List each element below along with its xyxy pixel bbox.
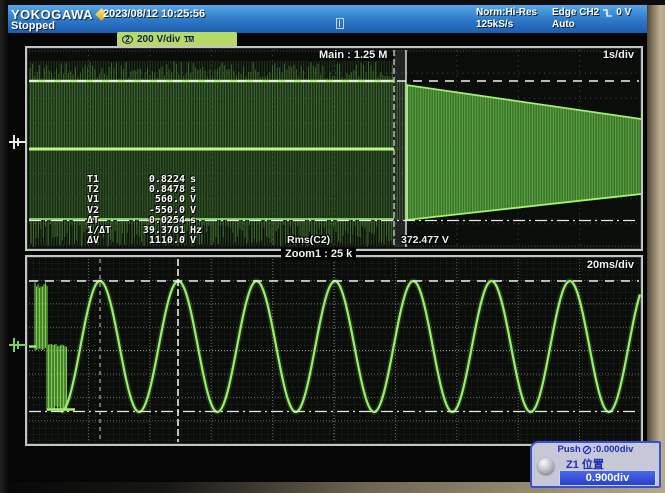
zoom-box-trace bbox=[395, 81, 406, 220]
measurement-row: ΔV 1110.0 V bbox=[87, 236, 202, 246]
zoom-channel-position-marker[interactable] bbox=[7, 336, 27, 354]
z1-position-popup: Push :0.000div Z1 位置 0.900div bbox=[530, 441, 661, 488]
main-timebase: 1s/div bbox=[603, 49, 634, 61]
zoom-waveform-plot bbox=[27, 257, 641, 444]
scope-bezel bbox=[647, 0, 665, 493]
knob-push-icon bbox=[582, 445, 592, 455]
sample-rate: 125kS/s bbox=[476, 19, 537, 31]
push-value: :0.000div bbox=[593, 444, 634, 455]
channel-scale: 200 V/div bbox=[137, 34, 180, 45]
acquisition-info: Norm:Hi-Res 125kS/s bbox=[476, 7, 537, 31]
trigger-source: Edge CH2 bbox=[552, 7, 599, 19]
push-hint: Push :0.000div bbox=[532, 444, 659, 455]
trigger-mode: Auto bbox=[552, 19, 631, 31]
trigger-level: 0 V bbox=[616, 7, 631, 19]
indicator-icon bbox=[336, 18, 344, 29]
coupling-impedance-icon: 1M bbox=[184, 36, 194, 44]
rms-value: 372.477 V bbox=[401, 234, 449, 246]
photo-edge bbox=[0, 0, 8, 493]
trigger-info: Edge CH2 0 V Auto bbox=[552, 7, 631, 31]
acquisition-status: Stopped bbox=[11, 20, 55, 32]
main-trace-lower bbox=[29, 149, 394, 219]
channel-number: 2 bbox=[122, 35, 133, 44]
cursor-measurements: T1 0.8224 s T2 0.8478 s V1 560.0 V V2 -550.0 V Δ… bbox=[87, 175, 202, 246]
header-bar: YOKOGAWA Stopped 2023/08/12 10:25:56 Nor… bbox=[6, 5, 648, 33]
main-trigger-position-marker[interactable] bbox=[7, 133, 27, 151]
falling-edge-icon bbox=[602, 8, 613, 18]
rms-label: Rms(C2) bbox=[287, 234, 330, 246]
photo-edge bbox=[0, 0, 665, 5]
acquisition-mode: Norm:Hi-Res bbox=[476, 7, 537, 19]
datetime: 2023/08/12 10:25:56 bbox=[103, 8, 205, 20]
z1-position-value[interactable]: 0.900div bbox=[559, 470, 656, 486]
main-envelope-stripes bbox=[406, 85, 641, 220]
oscilloscope-screen: YOKOGAWA Stopped 2023/08/12 10:25:56 Nor… bbox=[0, 0, 665, 493]
jog-knob-icon[interactable] bbox=[538, 458, 554, 474]
push-label: Push bbox=[558, 444, 581, 455]
main-record-label: Main : 1.25 M bbox=[319, 49, 387, 61]
zoom-record-label: Zoom1 : 25 k bbox=[281, 248, 356, 260]
main-trace-upper bbox=[29, 80, 394, 149]
zoom-waveform-window: 20ms/div bbox=[25, 255, 643, 446]
main-waveform-window: Main : 1.25 M 1s/div Rms(C2) 372.477 V T… bbox=[25, 46, 643, 251]
channel2-scale-badge[interactable]: 2 200 V/div 1M bbox=[117, 32, 237, 47]
zoom-timebase: 20ms/div bbox=[587, 259, 634, 271]
